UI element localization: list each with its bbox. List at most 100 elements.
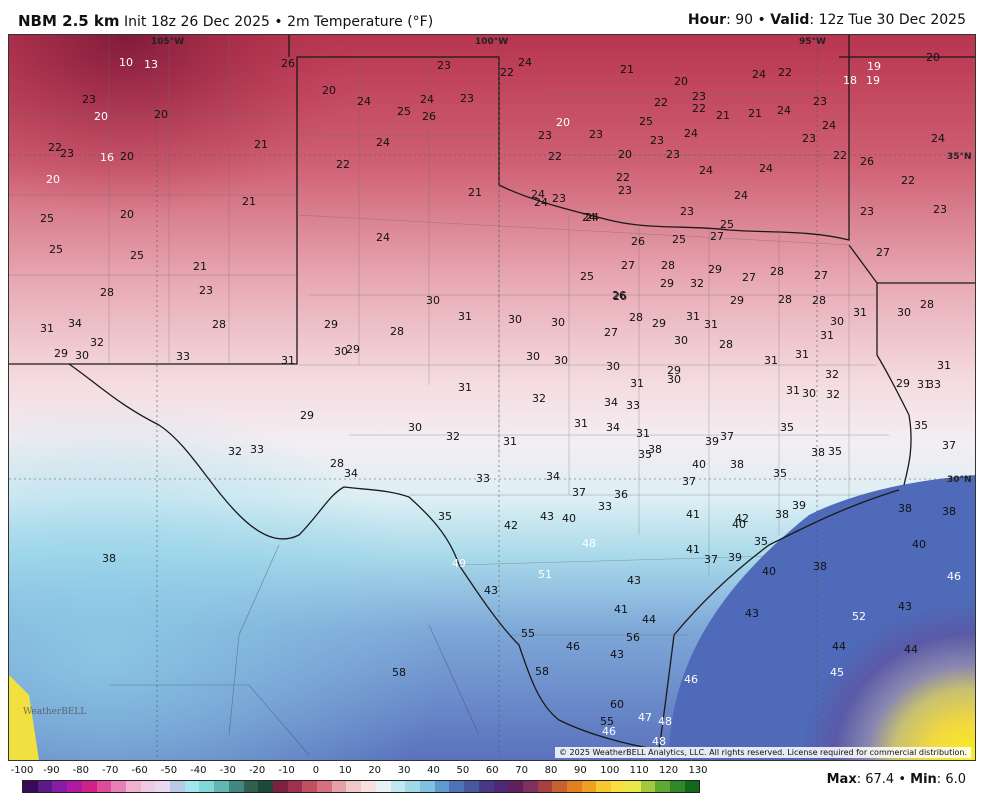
temperature-value: 25 — [49, 243, 63, 256]
temperature-value: 27 — [876, 246, 890, 259]
scale-swatch — [67, 781, 82, 792]
temperature-value: 35 — [773, 467, 787, 480]
temperature-value: 24 — [585, 211, 599, 224]
temperature-value: 31 — [764, 354, 778, 367]
temperature-value: 24 — [777, 104, 791, 117]
temperature-value: 29 — [708, 263, 722, 276]
map-header: NBM 2.5 km Init 18z 26 Dec 2025 • 2m Tem… — [0, 0, 984, 34]
temperature-value: 20 — [674, 75, 688, 88]
temperature-value: 35 — [638, 448, 652, 461]
temperature-value: 21 — [716, 109, 730, 122]
temperature-value: 26 — [613, 290, 627, 303]
temperature-value: 20 — [120, 150, 134, 163]
temperature-value: 38 — [898, 502, 912, 515]
min-value: 6.0 — [945, 772, 966, 787]
temperature-value: 25 — [639, 115, 653, 128]
temperature-value: 10 — [119, 56, 133, 69]
scale-swatch — [522, 781, 538, 792]
scale-swatch — [361, 781, 376, 792]
scale-swatch — [684, 781, 700, 792]
temperature-value: 30 — [508, 313, 522, 326]
temperature-map[interactable]: 105°W 100°W 95°W 35°N 30°N 10 13 26 23 22 24 2… — [8, 34, 976, 761]
temperature-value: 30 — [606, 360, 620, 373]
temperature-value: 22 — [901, 174, 915, 187]
scale-swatch — [390, 781, 406, 792]
scale-swatch — [140, 781, 156, 792]
temperature-value: 32 — [446, 430, 460, 443]
temperature-value: 33 — [626, 399, 640, 412]
temperature-value: 29 — [896, 377, 910, 390]
temperature-value: 30 — [75, 349, 89, 362]
scale-swatch — [184, 781, 200, 792]
scale-tick-label: 80 — [544, 765, 558, 776]
temperature-value: 30 — [334, 345, 348, 358]
temperature-value: 13 — [144, 58, 158, 71]
scale-swatch — [125, 781, 141, 792]
temperature-value: 27 — [710, 230, 724, 243]
temperature-value: 31 — [853, 306, 867, 319]
temperature-value: 31 — [820, 329, 834, 342]
temperature-value: 28 — [812, 294, 826, 307]
scale-tick-label: -100 — [10, 765, 34, 776]
temperature-value: 38 — [102, 552, 116, 565]
temperature-value: 43 — [484, 584, 498, 597]
scale-swatch — [287, 781, 303, 792]
temperature-value: 34 — [68, 317, 82, 330]
temperature-value: 31 — [704, 318, 718, 331]
min-label: Min — [910, 772, 937, 787]
temperature-value: 46 — [684, 673, 698, 686]
scale-tick-label: -50 — [160, 765, 178, 776]
temperature-value: 24 — [734, 189, 748, 202]
scale-swatch — [81, 781, 97, 792]
temperature-value: 24 — [822, 119, 836, 132]
temperature-value: 22 — [778, 66, 792, 79]
init-time: Init 18z 26 Dec 2025 — [124, 14, 270, 30]
temperature-value: 31 — [937, 359, 951, 372]
scale-swatch — [111, 781, 126, 792]
lon-label-105: 105°W — [151, 37, 184, 47]
temperature-value: 24 — [699, 164, 713, 177]
temperature-value: 28 — [920, 298, 934, 311]
temperature-value: 24 — [684, 127, 698, 140]
map-canvas: 105°W 100°W 95°W 35°N 30°N 10 13 26 2322242… — [9, 35, 975, 760]
scale-swatch — [214, 781, 229, 792]
temperature-value: 23 — [437, 59, 451, 72]
temperature-value: 44 — [642, 613, 656, 626]
scale-tick-label: 110 — [629, 765, 649, 776]
scale-tick-label: 90 — [574, 765, 587, 776]
valid-value: 12z Tue 30 Dec 2025 — [818, 12, 966, 28]
graticule — [9, 35, 975, 760]
scale-swatch — [23, 781, 38, 792]
temperature-value: 22 — [500, 66, 514, 79]
scale-swatch — [405, 781, 420, 792]
temperature-value: 31 — [786, 384, 800, 397]
model-name: NBM 2.5 km — [18, 12, 120, 30]
temperature-value: 25 — [672, 233, 686, 246]
temperature-value: 30 — [674, 334, 688, 347]
temperature-value: 23 — [933, 203, 947, 216]
valid-label: Valid — [770, 12, 810, 28]
scale-swatch — [508, 781, 523, 792]
temperature-value: 24 — [357, 95, 371, 108]
scale-swatch — [199, 781, 215, 792]
temperature-value: 26 — [422, 110, 436, 123]
temperature-value: 22 — [548, 150, 562, 163]
temperature-value: 25 — [130, 249, 144, 262]
temperature-value: 25 — [397, 105, 411, 118]
temperature-value: 24 — [376, 231, 390, 244]
scale-swatch — [567, 781, 582, 792]
separator: • — [274, 14, 283, 30]
scale-swatch — [375, 781, 391, 792]
temperature-value: 44 — [832, 640, 846, 653]
temperature-value: 58 — [392, 666, 406, 679]
color-scale-bar — [22, 780, 700, 793]
temperature-value: 23 — [813, 95, 827, 108]
temperature-value: 44 — [904, 643, 918, 656]
temperature-value: 35 — [438, 510, 452, 523]
temperature-value: 24 — [752, 68, 766, 81]
temperature-value: 46 — [947, 570, 961, 583]
temperature-value: 20 — [322, 84, 336, 97]
temperature-value: 23 — [589, 128, 603, 141]
temperature-value: 58 — [535, 665, 549, 678]
temperature-value: 21 — [468, 186, 482, 199]
